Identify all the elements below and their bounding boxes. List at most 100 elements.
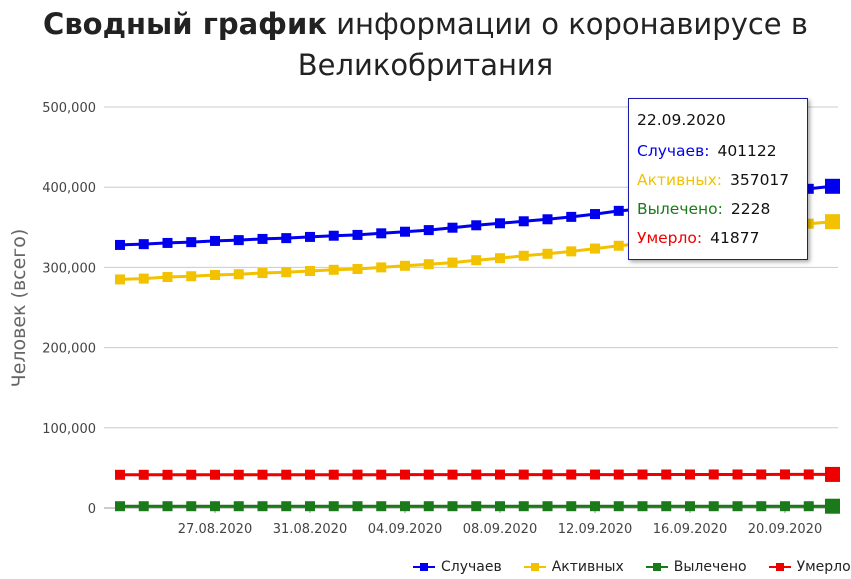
data-point xyxy=(115,469,125,480)
data-point xyxy=(518,216,529,227)
data-point xyxy=(423,259,434,270)
tooltip-value-deaths: 41877 xyxy=(710,229,760,247)
data-point xyxy=(495,501,505,512)
data-point xyxy=(637,469,648,480)
data-point xyxy=(590,501,600,512)
data-point-highlighted xyxy=(825,466,840,482)
data-point xyxy=(471,501,482,512)
data-point xyxy=(352,264,363,275)
data-point xyxy=(233,469,244,480)
chart-legend: Случаев Активных Вылечено Умерло xyxy=(413,557,851,577)
data-point xyxy=(210,270,220,281)
data-point xyxy=(400,469,410,480)
data-point xyxy=(376,262,387,273)
tooltip-row-recovered: Вылечено: 2228 xyxy=(637,200,770,218)
data-point xyxy=(613,240,624,251)
data-point xyxy=(162,501,173,512)
tooltip-row-deaths: Умерло: 41877 xyxy=(637,229,759,247)
legend-label-deaths: Умерло xyxy=(796,559,851,575)
data-point xyxy=(542,248,553,259)
data-point xyxy=(780,469,790,480)
data-point xyxy=(162,237,173,248)
chart-tooltip: 22.09.2020 Случаев: 401122 Активных: 35701… xyxy=(628,98,808,260)
data-point xyxy=(281,469,292,480)
data-point xyxy=(186,237,197,248)
data-point xyxy=(281,267,292,278)
x-tick-label: 20.09.2020 xyxy=(748,522,822,537)
data-point xyxy=(708,501,719,512)
data-point xyxy=(447,222,458,233)
data-point xyxy=(115,239,125,250)
data-point xyxy=(257,233,268,244)
data-point xyxy=(518,250,529,261)
x-tick-label: 31.08.2020 xyxy=(273,522,347,537)
data-point xyxy=(281,501,292,512)
legend-item-recovered[interactable]: Вылечено xyxy=(645,559,747,575)
data-point xyxy=(233,235,244,246)
data-point xyxy=(613,469,624,480)
data-point xyxy=(210,501,220,512)
data-point xyxy=(257,268,268,279)
data-point xyxy=(518,469,529,480)
data-point xyxy=(732,469,743,480)
legend-item-active[interactable]: Активных xyxy=(523,559,624,575)
data-point xyxy=(328,501,339,512)
y-tick-label: 400,000 xyxy=(42,181,96,196)
data-point xyxy=(328,469,339,480)
y-tick-label: 300,000 xyxy=(42,261,96,276)
chart-title-bold: Сводный график xyxy=(43,7,327,41)
legend-item-deaths[interactable]: Умерло xyxy=(768,559,851,575)
data-point xyxy=(328,264,339,275)
legend-item-cases[interactable]: Случаев xyxy=(413,559,502,575)
legend-swatch-deaths xyxy=(768,562,791,572)
data-point xyxy=(780,501,790,512)
data-point xyxy=(115,501,125,512)
data-point xyxy=(708,469,719,480)
data-point xyxy=(138,273,149,284)
data-point xyxy=(328,230,339,241)
data-point xyxy=(233,269,244,280)
data-point xyxy=(613,501,624,512)
chart-title: Сводный график информации о коронавирусе… xyxy=(0,4,851,86)
tooltip-label-deaths: Умерло: xyxy=(637,229,703,247)
y-tick-label: 200,000 xyxy=(42,342,96,357)
x-tick-label: 27.08.2020 xyxy=(178,522,252,537)
data-point xyxy=(138,239,149,250)
data-point xyxy=(756,501,767,512)
data-point xyxy=(376,501,387,512)
data-point xyxy=(210,235,220,246)
data-point xyxy=(590,209,600,220)
tooltip-label-cases: Случаев: xyxy=(637,142,710,160)
data-point xyxy=(495,253,505,264)
data-point xyxy=(186,469,197,480)
data-point xyxy=(661,501,672,512)
x-tick-label: 12.09.2020 xyxy=(558,522,632,537)
data-point xyxy=(162,469,173,480)
data-point xyxy=(803,501,814,512)
tooltip-row-active: Активных: 357017 xyxy=(637,171,789,189)
data-point xyxy=(566,211,577,222)
data-point xyxy=(590,243,600,254)
y-tick-label: 100,000 xyxy=(42,422,96,437)
data-point xyxy=(732,501,743,512)
data-point xyxy=(186,271,197,282)
data-point xyxy=(423,225,434,236)
data-point-highlighted xyxy=(825,214,840,230)
data-point xyxy=(400,226,410,237)
data-point xyxy=(542,469,553,480)
data-point xyxy=(257,501,268,512)
data-point xyxy=(210,469,220,480)
tooltip-label-recovered: Вылечено: xyxy=(637,200,723,218)
data-point xyxy=(803,469,814,480)
data-point xyxy=(281,233,292,244)
data-point xyxy=(423,469,434,480)
data-point xyxy=(685,469,695,480)
x-tick-label: 08.09.2020 xyxy=(463,522,537,537)
legend-label-cases: Случаев xyxy=(441,559,502,575)
data-point xyxy=(376,469,387,480)
data-point-highlighted xyxy=(825,178,840,194)
tooltip-value-active: 357017 xyxy=(729,171,790,189)
data-point xyxy=(257,469,268,480)
data-point xyxy=(542,501,553,512)
